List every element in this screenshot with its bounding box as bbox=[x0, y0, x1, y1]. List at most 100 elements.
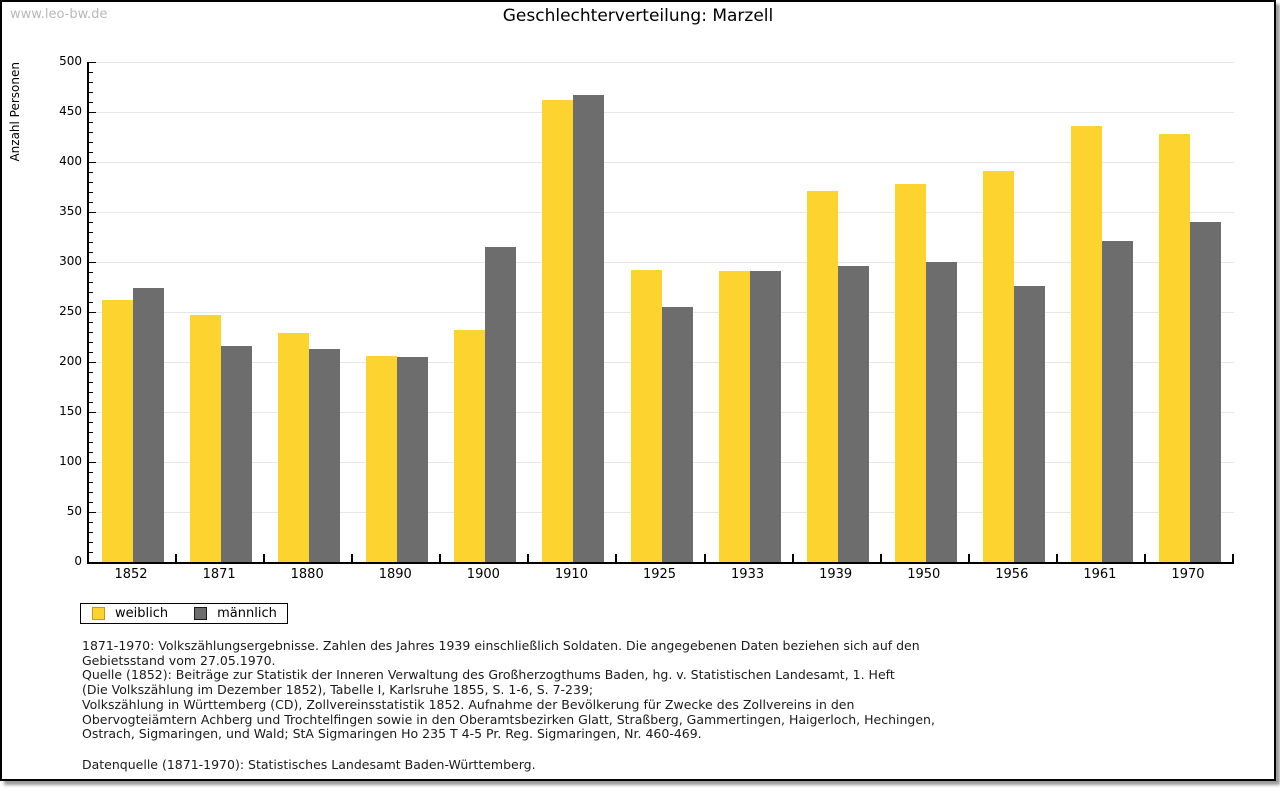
bar-group-1880 bbox=[265, 62, 353, 562]
bar-group-1925 bbox=[617, 62, 705, 562]
bar-maennlich-1925 bbox=[661, 307, 693, 562]
x-tick-label-1910: 1910 bbox=[554, 567, 588, 582]
y-tick-80 bbox=[89, 482, 93, 483]
y-tick-170 bbox=[89, 392, 93, 393]
gridline-400 bbox=[89, 162, 1234, 163]
x-boundary-tick-12 bbox=[1143, 554, 1146, 562]
note-line: 1871-1970: Volkszählungsergebnisse. Zahl… bbox=[82, 638, 920, 653]
bar-group-1970 bbox=[1146, 62, 1234, 562]
y-tick-label-300: 300 bbox=[59, 254, 82, 268]
y-tick-label-200: 200 bbox=[59, 354, 82, 368]
y-tick-70 bbox=[89, 492, 93, 493]
bar-maennlich-1961 bbox=[1101, 241, 1133, 562]
y-tick-340 bbox=[89, 222, 93, 223]
y-tick-320 bbox=[89, 242, 93, 243]
bar-groups bbox=[89, 62, 1234, 562]
y-tick-200 bbox=[89, 362, 96, 363]
bar-maennlich-1880 bbox=[309, 349, 341, 562]
x-axis-labels: 1852 1871 1880 1890 1900 1910 1925 1933 1939 1950… bbox=[87, 567, 1232, 582]
y-tick-label-450: 450 bbox=[59, 104, 82, 118]
bar-weiblich-1956 bbox=[982, 171, 1014, 562]
x-boundary-tick-5 bbox=[527, 554, 530, 562]
bar-group-1933 bbox=[706, 62, 794, 562]
x-boundary-tick-7 bbox=[703, 554, 706, 562]
bar-maennlich-1933 bbox=[749, 271, 781, 562]
bar-maennlich-1910 bbox=[573, 95, 605, 562]
x-tick-label-1880: 1880 bbox=[290, 567, 324, 582]
x-tick-label-1852: 1852 bbox=[114, 567, 148, 582]
bar-weiblich-1880 bbox=[278, 333, 310, 562]
bar-group-1871 bbox=[177, 62, 265, 562]
y-tick-290 bbox=[89, 272, 93, 273]
bar-weiblich-1852 bbox=[102, 300, 134, 562]
x-tick-label-1933: 1933 bbox=[731, 567, 765, 582]
gridline-450 bbox=[89, 112, 1234, 113]
legend-label-maennlich: männlich bbox=[217, 606, 277, 621]
note-line: Ostrach, Sigmaringen, und Wald; StA Sigm… bbox=[82, 726, 702, 742]
y-tick-10 bbox=[89, 552, 93, 553]
bar-maennlich-1956 bbox=[1013, 286, 1045, 562]
bar-group-1956 bbox=[970, 62, 1058, 562]
y-tick-30 bbox=[89, 532, 93, 533]
x-boundary-tick-4 bbox=[439, 554, 442, 562]
y-tick-190 bbox=[89, 372, 93, 373]
chart-title: Geschlechterverteilung: Marzell bbox=[502, 6, 774, 26]
y-tick-370 bbox=[89, 192, 93, 193]
y-tick-420 bbox=[89, 142, 93, 143]
y-tick-label-250: 250 bbox=[59, 304, 82, 318]
bar-maennlich-1852 bbox=[133, 288, 165, 562]
bar-group-1961 bbox=[1058, 62, 1146, 562]
y-tick-250 bbox=[89, 312, 96, 313]
y-tick-20 bbox=[89, 542, 93, 543]
x-tick-label-1925: 1925 bbox=[642, 567, 677, 582]
y-tick-350 bbox=[89, 212, 96, 213]
x-boundary-tick-3 bbox=[351, 554, 354, 562]
x-tick-label-1950: 1950 bbox=[907, 567, 941, 582]
x-tick-label-1956: 1956 bbox=[995, 567, 1029, 582]
y-tick-label-400: 400 bbox=[59, 154, 82, 168]
note-line: Gebietsstand vom 27.05.1970. bbox=[82, 652, 276, 668]
bar-maennlich-1890 bbox=[397, 357, 429, 562]
spacer bbox=[82, 742, 935, 758]
y-tick-210 bbox=[89, 352, 93, 353]
y-tick-490 bbox=[89, 72, 93, 73]
y-tick-270 bbox=[89, 292, 93, 293]
y-tick-500 bbox=[89, 62, 96, 63]
y-tick-330 bbox=[89, 232, 93, 233]
y-tick-400 bbox=[89, 162, 96, 163]
y-tick-label-50: 50 bbox=[66, 504, 82, 518]
note-line: Obervogteiämtern Achberg und Trochtelfin… bbox=[82, 711, 935, 727]
y-tick-280 bbox=[89, 282, 93, 283]
legend-swatch-weiblich bbox=[92, 607, 105, 620]
y-tick-50 bbox=[89, 512, 96, 513]
y-tick-100 bbox=[89, 462, 96, 463]
x-tick-label-1900: 1900 bbox=[466, 567, 500, 582]
bar-weiblich-1961 bbox=[1070, 126, 1102, 562]
x-tick-label-1890: 1890 bbox=[378, 567, 412, 582]
y-tick-380 bbox=[89, 182, 93, 183]
legend-swatch-maennlich bbox=[194, 607, 208, 620]
x-tick-label-1871: 1871 bbox=[202, 567, 236, 582]
x-boundary-tick-2 bbox=[263, 554, 266, 562]
x-tick-label-1961: 1961 bbox=[1083, 567, 1117, 582]
x-boundary-tick-1 bbox=[175, 554, 178, 562]
bar-maennlich-1900 bbox=[485, 247, 517, 562]
legend-label-weiblich: weiblich bbox=[115, 606, 169, 621]
y-tick-120 bbox=[89, 442, 93, 443]
bar-weiblich-1900 bbox=[454, 330, 486, 562]
x-tick-label-1939: 1939 bbox=[819, 567, 853, 582]
x-boundary-tick-13 bbox=[1232, 554, 1234, 562]
y-tick-label-500: 500 bbox=[59, 54, 82, 68]
y-tick-430 bbox=[89, 132, 93, 133]
y-tick-label-100: 100 bbox=[59, 454, 82, 468]
bar-weiblich-1871 bbox=[190, 315, 222, 562]
y-tick-410 bbox=[89, 152, 93, 153]
y-tick-160 bbox=[89, 402, 93, 403]
y-tick-230 bbox=[89, 332, 93, 333]
bar-maennlich-1939 bbox=[837, 266, 869, 562]
bar-group-1852 bbox=[89, 62, 177, 562]
y-tick-300 bbox=[89, 262, 96, 263]
x-boundary-tick-6 bbox=[615, 554, 618, 562]
y-tick-360 bbox=[89, 202, 93, 203]
